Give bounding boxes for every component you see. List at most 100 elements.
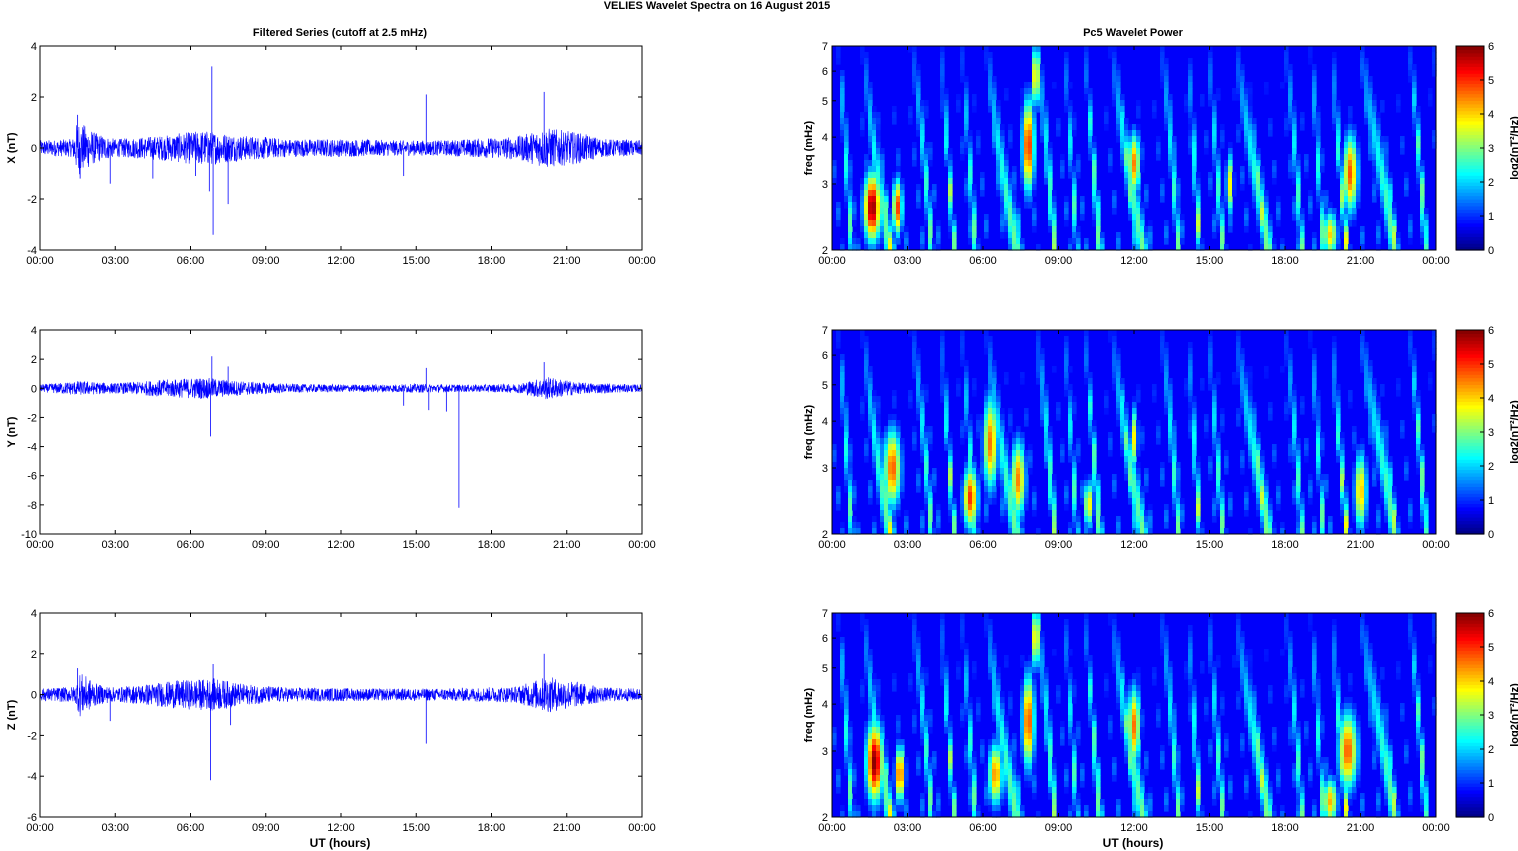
z-wavelet-power-cell xyxy=(964,673,969,680)
y-wavelet-power-cell xyxy=(956,390,961,397)
x-wavelet-power-ytick-label: 7 xyxy=(822,41,828,53)
y-wavelet-power-cell xyxy=(1316,438,1321,445)
y-wavelet-power-cell xyxy=(968,510,973,517)
y-wavelet-power-cell xyxy=(1048,480,1053,487)
x-wavelet-power-cell xyxy=(1412,70,1417,77)
x-wavelet-power-cell xyxy=(864,100,869,107)
x-wavelet-power-cell xyxy=(844,124,849,131)
y-wavelet-power-cell xyxy=(1024,462,1029,469)
y-wavelet-power-cell xyxy=(1252,450,1257,457)
x-wavelet-power-cell xyxy=(1212,130,1217,137)
x-wavelet-power-cell xyxy=(892,172,897,179)
y-wavelet-power-cell xyxy=(1188,378,1193,385)
z-wavelet-power-cell xyxy=(876,787,881,794)
x-wavelet-power-cell xyxy=(964,130,969,137)
z-wavelet-power-cell xyxy=(856,805,861,812)
x-wavelet-power-cell xyxy=(880,154,885,161)
y-wavelet-power-cell xyxy=(968,444,973,451)
x-wavelet-power-cell xyxy=(872,184,877,191)
z-wavelet-power-cell xyxy=(1000,727,1005,734)
y-wavelet-power-cell xyxy=(1316,462,1321,469)
x-wavelet-power-cell xyxy=(1344,208,1349,215)
x-wavelet-power-cell xyxy=(1392,238,1397,245)
x-wavelet-power-cell xyxy=(1212,214,1217,221)
x-wavelet-power-cell xyxy=(1344,136,1349,143)
x-wavelet-power-cell xyxy=(1036,58,1041,65)
x-wavelet-power-cell xyxy=(1356,166,1361,173)
x-wavelet-power-cell xyxy=(1044,106,1049,113)
y-wavelet-power-cell xyxy=(852,504,857,511)
y-wavelet-power-cell xyxy=(1264,366,1269,373)
y-wavelet-power-cell xyxy=(1292,456,1297,463)
y-series-ytick-label: -8 xyxy=(27,500,37,512)
x-wavelet-power-cell xyxy=(1228,178,1233,185)
x-wavelet-power-cell xyxy=(1252,166,1257,173)
y-wavelet-power-cell xyxy=(1044,384,1049,391)
y-wavelet-power-cell xyxy=(1372,456,1377,463)
x-wavelet-power-cell xyxy=(1004,148,1009,155)
x-wavelet-power-cell xyxy=(1068,238,1073,245)
y-wavelet-power-cell xyxy=(1188,402,1193,409)
z-wavelet-power-cell xyxy=(908,685,913,692)
z-wavelet-power-cell xyxy=(904,763,909,770)
x-wavelet-power-cell xyxy=(1164,238,1169,245)
y-wavelet-power-cell xyxy=(1268,414,1273,421)
z-wavelet-power-cell xyxy=(892,781,897,788)
y-wavelet-power-cell xyxy=(1224,450,1229,457)
y-wavelet-power-cell xyxy=(1272,456,1277,463)
y-wavelet-power-cell xyxy=(848,510,853,517)
y-wavelet-power-cell xyxy=(1084,372,1089,379)
z-wavelet-power-cell xyxy=(916,661,921,668)
y-wavelet-power-cell xyxy=(1392,498,1397,505)
x-wavelet-power-colorbar-step xyxy=(1456,80,1484,84)
y-wavelet-power-cell xyxy=(1384,438,1389,445)
x-wavelet-power-cell xyxy=(1152,112,1157,119)
x-wavelet-power-cell xyxy=(1084,238,1089,245)
y-wavelet-power-cell xyxy=(1336,450,1341,457)
x-wavelet-power-cell xyxy=(1360,64,1365,71)
y-wavelet-power-colorbar-step xyxy=(1456,387,1484,392)
y-wavelet-power-cell xyxy=(1264,474,1269,481)
x-wavelet-power-cell xyxy=(884,220,889,227)
x-wavelet-power-cell xyxy=(948,220,953,227)
y-wavelet-power-cell xyxy=(1200,378,1205,385)
z-series-plot-area xyxy=(40,613,642,817)
x-wavelet-power-cell xyxy=(1064,202,1069,209)
y-wavelet-power-colorbar-step xyxy=(1456,523,1484,528)
z-wavelet-power-cell xyxy=(960,715,965,722)
x-wavelet-power-cell xyxy=(1136,178,1141,185)
z-wavelet-power-cell xyxy=(1064,763,1069,770)
y-wavelet-power-cell xyxy=(1360,330,1365,337)
x-wavelet-power-cell xyxy=(1032,136,1037,143)
y-wavelet-power-cell xyxy=(984,420,989,427)
y-wavelet-power-cell xyxy=(1088,414,1093,421)
x-wavelet-power-cell xyxy=(1316,148,1321,155)
y-wavelet-power-cell xyxy=(1004,372,1009,379)
z-wavelet-power-cell xyxy=(872,811,877,818)
x-wavelet-power-cell xyxy=(1284,130,1289,137)
y-wavelet-power-cell xyxy=(1104,396,1109,403)
x-wavelet-power-cell xyxy=(1112,46,1117,53)
y-wavelet-power-cell xyxy=(1020,492,1025,499)
y-wavelet-power-cell xyxy=(1420,462,1425,469)
y-wavelet-power-cell xyxy=(884,504,889,511)
z-wavelet-power-cell xyxy=(884,805,889,812)
x-wavelet-power-cell xyxy=(880,172,885,179)
y-wavelet-power-cell xyxy=(1260,510,1265,517)
x-wavelet-power-cell xyxy=(1324,214,1329,221)
y-wavelet-power-cell xyxy=(1208,384,1213,391)
x-wavelet-power-colorbar-step xyxy=(1456,185,1484,190)
z-wavelet-power-cell xyxy=(868,781,873,788)
z-wavelet-power-cell xyxy=(992,805,997,812)
z-wavelet-power-cell xyxy=(972,787,977,794)
y-wavelet-power-cell xyxy=(1084,330,1089,337)
y-wavelet-power-cell xyxy=(1120,450,1125,457)
z-wavelet-power-cell xyxy=(1048,715,1053,722)
x-wavelet-power-cell xyxy=(992,76,997,83)
z-wavelet-power-cell xyxy=(892,769,897,776)
x-wavelet-power-cell xyxy=(1136,214,1141,221)
y-wavelet-power-cell xyxy=(1240,408,1245,415)
z-wavelet-power-cell xyxy=(1028,757,1033,764)
y-wavelet-power-cell xyxy=(1408,354,1413,361)
y-wavelet-power-cell xyxy=(1184,384,1189,391)
